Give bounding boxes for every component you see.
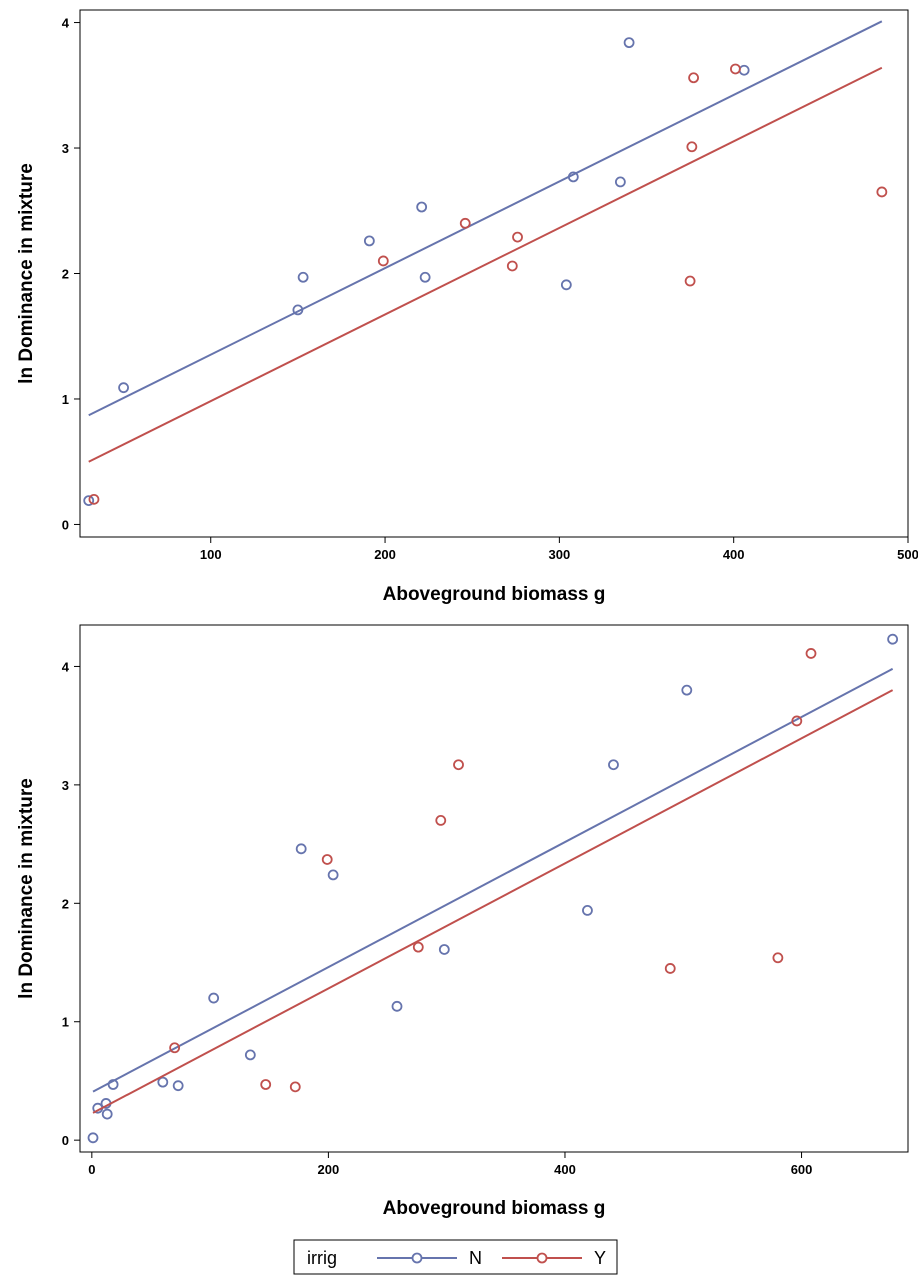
y-tick-label: 0 — [62, 517, 69, 532]
data-point-Y — [772, 952, 784, 964]
data-point-N — [887, 633, 899, 645]
y-tick-label: 4 — [62, 16, 70, 31]
legend-marker-Y — [536, 1252, 548, 1264]
x-tick-label: 0 — [88, 1162, 95, 1177]
y-axis-title: ln Dominance in mixture — [16, 778, 37, 999]
x-tick-label: 200 — [318, 1162, 340, 1177]
data-point-Y — [459, 217, 471, 229]
data-point-N — [157, 1076, 169, 1088]
chart-1: 100 200 300 400 500 0 1 2 3 4 Aboveground biomass … — [16, 9, 918, 605]
data-point-Y — [876, 186, 888, 198]
data-point-N — [419, 271, 431, 283]
data-point-Y — [377, 255, 389, 267]
y-tick-label: 0 — [62, 1133, 69, 1148]
data-point-Y — [88, 493, 100, 505]
y-tick-label: 1 — [62, 1015, 69, 1030]
series-Y — [88, 63, 888, 505]
data-point-N — [327, 869, 339, 881]
series-Y — [92, 648, 894, 1114]
x-tick-label: 200 — [374, 547, 396, 562]
data-point-Y — [686, 141, 698, 153]
data-point-Y — [321, 854, 333, 865]
plot-frame — [79, 624, 909, 1153]
data-point-Y — [412, 941, 424, 953]
data-point-N — [87, 1132, 99, 1144]
data-point-Y — [730, 63, 741, 75]
chart-2: 0 200 400 600 0 1 2 3 4 Aboveground biomass g ln D… — [16, 624, 909, 1219]
data-point-N — [567, 171, 579, 183]
x-tick-label: 100 — [200, 547, 222, 562]
y-tick-label: 2 — [62, 267, 69, 282]
data-point-N — [681, 684, 693, 696]
x-tick-label: 300 — [549, 547, 571, 562]
series-N — [87, 633, 899, 1144]
legend-label-N: N — [469, 1248, 482, 1268]
data-point-Y — [506, 260, 518, 272]
data-point-Y — [260, 1079, 272, 1090]
data-point-N — [416, 201, 428, 213]
data-point-N — [292, 304, 304, 316]
data-point-N — [438, 944, 450, 955]
data-point-Y — [435, 815, 447, 826]
data-point-N — [118, 382, 129, 394]
y-tick-label: 4 — [62, 659, 70, 674]
data-point-Y — [289, 1081, 301, 1093]
x-axis-title: Aboveground biomass g — [383, 1198, 606, 1219]
data-point-Y — [805, 648, 817, 659]
x-axis-title: Aboveground biomass g — [383, 584, 606, 605]
legend: irrig N Y — [293, 1239, 618, 1275]
data-point-N — [614, 176, 626, 188]
data-point-Y — [169, 1042, 181, 1054]
data-point-N — [107, 1079, 119, 1090]
x-tick-label: 400 — [554, 1162, 576, 1177]
legend-label-Y: Y — [594, 1248, 606, 1268]
data-point-Y — [453, 759, 464, 771]
data-point-N — [623, 37, 635, 49]
data-point-N — [391, 1000, 403, 1012]
x-tick-label: 400 — [723, 547, 745, 562]
data-point-Y — [684, 275, 696, 287]
series-N — [83, 20, 883, 507]
data-point-N — [560, 279, 572, 291]
data-point-N — [83, 495, 95, 507]
data-point-N — [363, 235, 375, 247]
x-tick-label: 500 — [897, 547, 918, 562]
data-point-N — [208, 992, 220, 1004]
fit-line-Y — [92, 689, 894, 1114]
plot-frame — [79, 9, 909, 538]
data-point-N — [738, 64, 750, 76]
data-point-N — [582, 905, 593, 916]
y-tick-label: 3 — [62, 141, 69, 156]
data-point-Y — [688, 72, 699, 84]
data-point-N — [297, 271, 309, 283]
data-point-Y — [791, 715, 803, 727]
fit-line-N — [88, 20, 883, 417]
y-tick-label: 3 — [62, 778, 69, 793]
data-point-N — [172, 1080, 184, 1092]
data-point-N — [101, 1108, 113, 1120]
data-point-N — [295, 843, 307, 855]
x-tick-label: 600 — [791, 1162, 813, 1177]
data-point-N — [608, 759, 619, 771]
legend-marker-N — [411, 1252, 423, 1264]
data-point-Y — [664, 963, 676, 974]
y-tick-label: 1 — [62, 392, 69, 407]
legend-title: irrig — [307, 1248, 337, 1268]
data-point-N — [244, 1049, 256, 1061]
y-tick-label: 2 — [62, 896, 69, 911]
fit-line-Y — [88, 66, 883, 463]
data-point-Y — [512, 231, 523, 243]
y-axis-title: ln Dominance in mixture — [16, 163, 37, 384]
fit-line-N — [92, 667, 894, 1093]
